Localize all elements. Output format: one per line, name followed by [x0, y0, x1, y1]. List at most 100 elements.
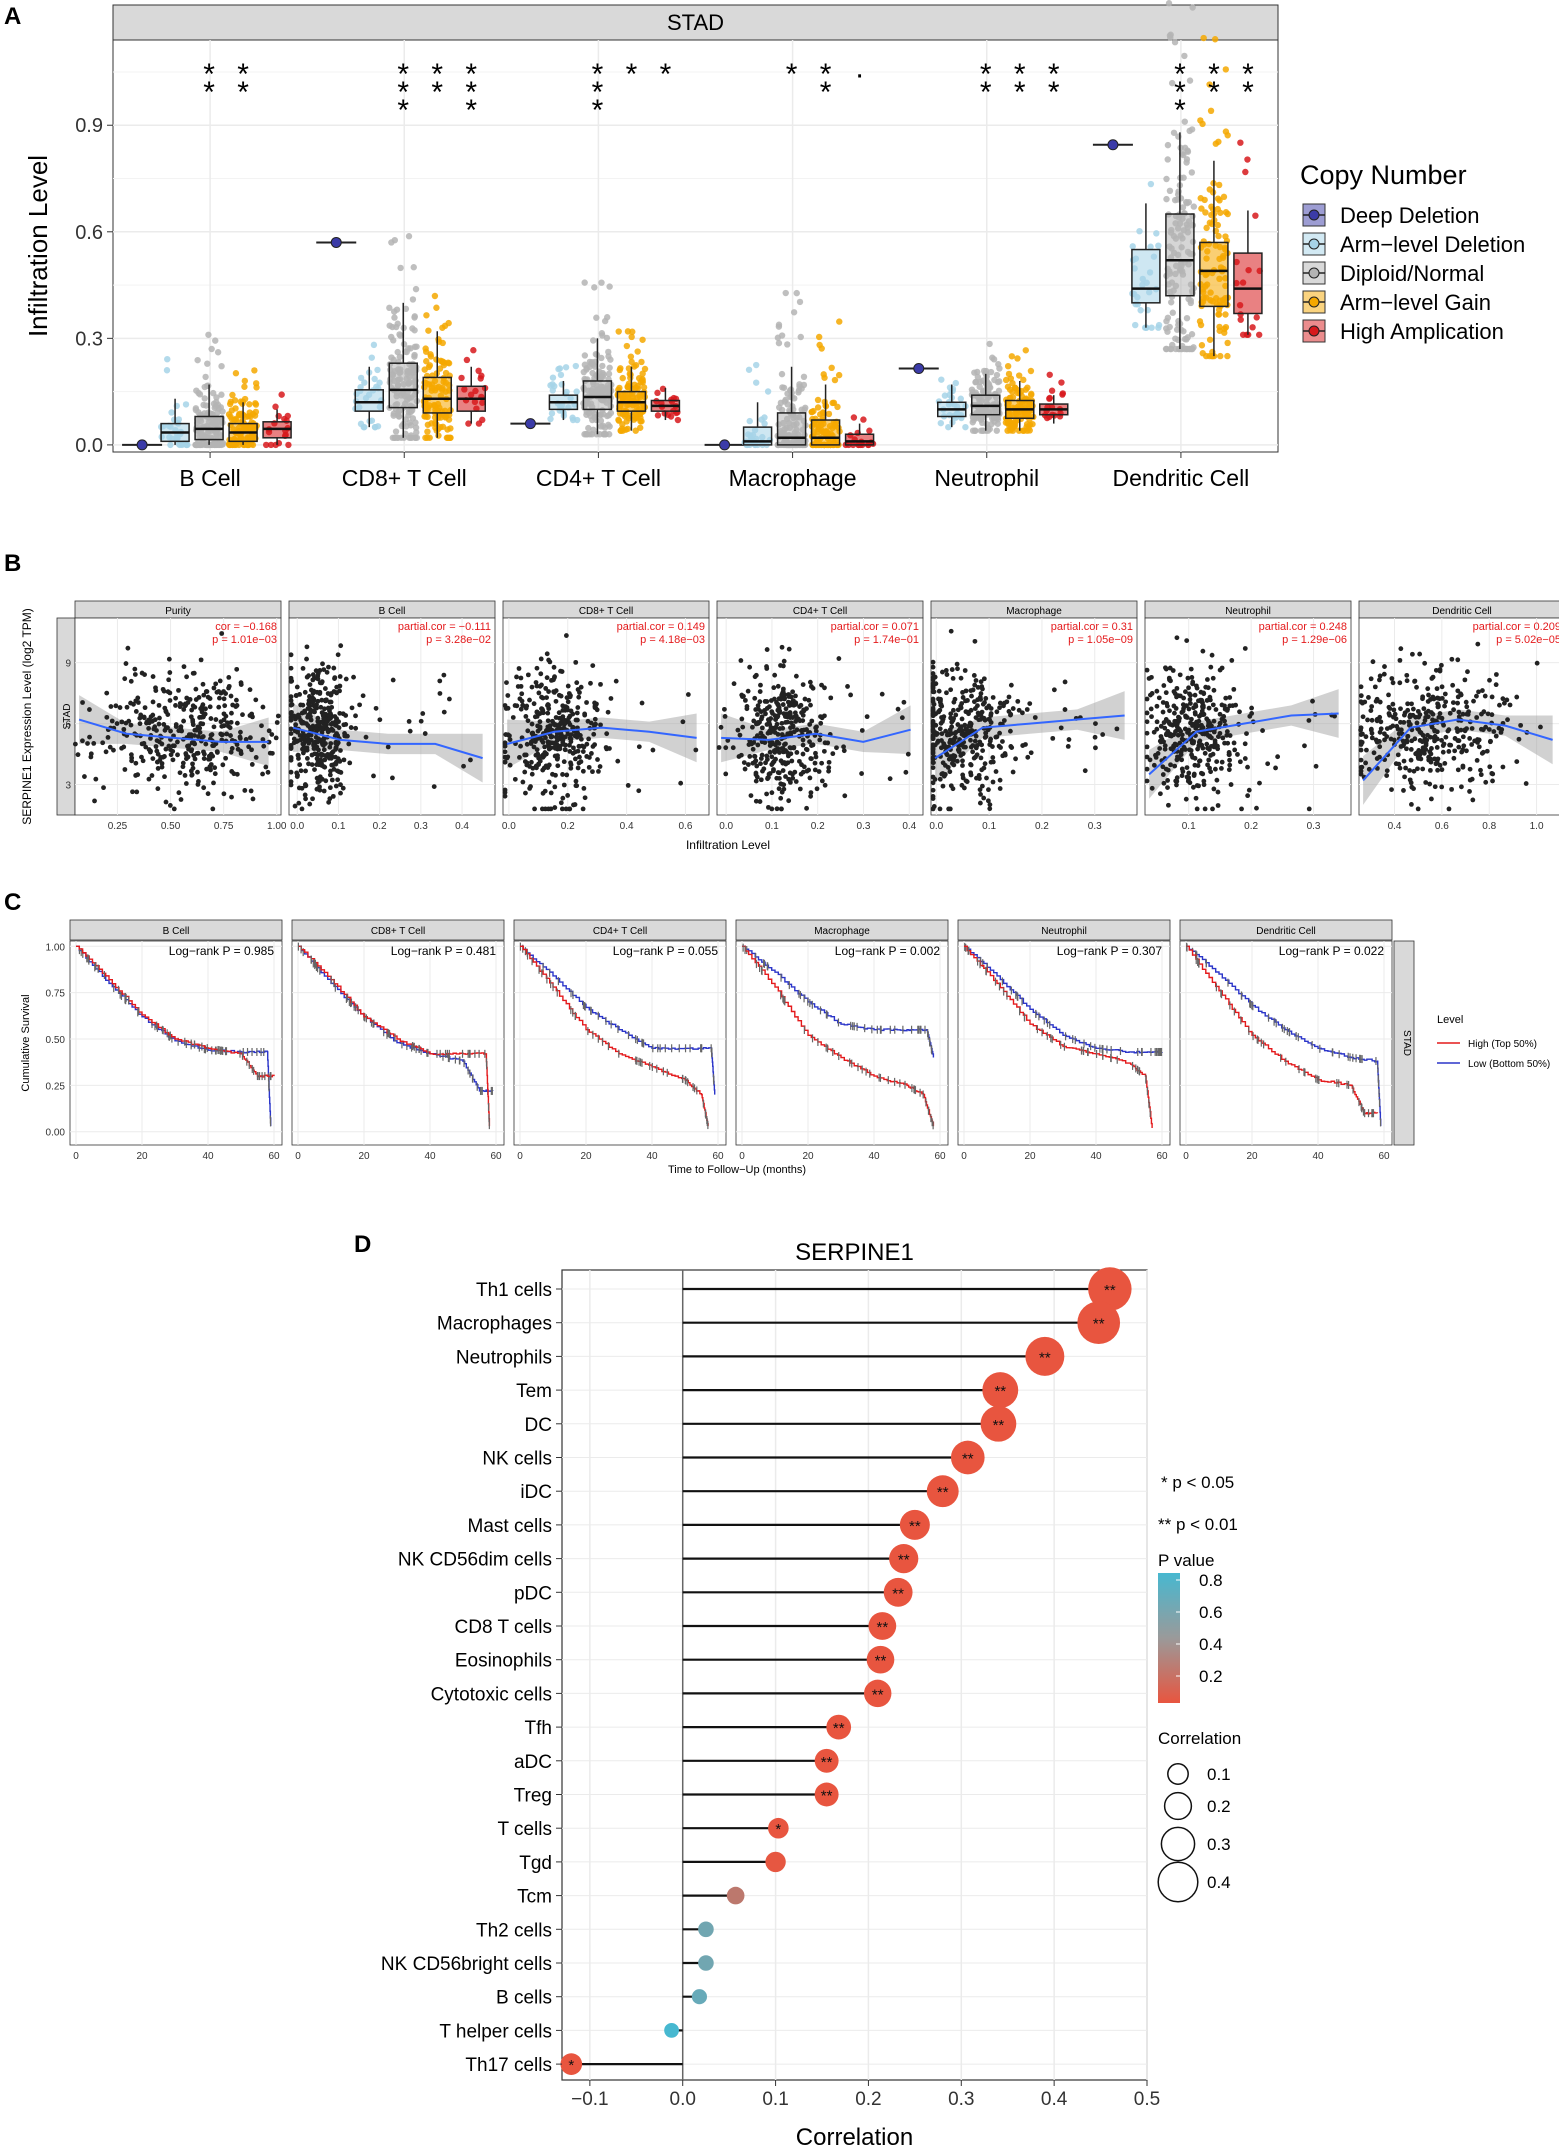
jitter-point — [986, 340, 993, 348]
data-point — [577, 733, 583, 738]
jitter-point — [432, 420, 440, 428]
data-point — [581, 785, 587, 791]
data-point — [133, 709, 139, 714]
data-point — [551, 664, 557, 670]
box — [582, 380, 613, 411]
legend-label: Deep Deletion — [1340, 203, 1479, 228]
data-point — [128, 678, 134, 684]
data-point — [951, 707, 956, 713]
jitter-point — [424, 421, 432, 428]
data-point — [146, 747, 152, 752]
jitter-point — [581, 352, 589, 359]
data-point — [1157, 791, 1163, 797]
data-point — [315, 715, 321, 721]
data-point — [972, 682, 978, 688]
data-point — [1144, 730, 1150, 736]
data-point — [781, 658, 787, 664]
data-point — [978, 755, 984, 761]
data-point — [594, 701, 599, 707]
data-point — [1388, 736, 1394, 742]
data-point — [332, 676, 337, 681]
data-point — [757, 689, 763, 694]
jitter-point — [624, 383, 631, 390]
data-point — [1412, 736, 1418, 742]
jitter-point — [1237, 316, 1244, 323]
data-point — [949, 667, 955, 672]
data-point — [221, 696, 227, 702]
significance-mark: * — [465, 58, 477, 91]
data-point — [967, 720, 973, 726]
data-point — [371, 773, 376, 779]
jitter-point — [209, 389, 217, 397]
data-point — [772, 672, 778, 678]
data-point — [288, 702, 294, 708]
x-tick-label: 0.0 — [502, 821, 516, 832]
jitter-point — [784, 401, 791, 408]
data-point — [742, 766, 748, 772]
data-point — [930, 806, 936, 812]
significance-mark: * — [1048, 58, 1060, 91]
data-point — [522, 769, 528, 775]
data-point — [80, 700, 85, 705]
data-point — [111, 747, 116, 753]
data-point — [758, 777, 764, 783]
legend-key-point — [1308, 325, 1320, 337]
data-point — [895, 706, 901, 712]
data-point — [309, 737, 314, 743]
data-point — [822, 740, 828, 746]
data-point — [346, 741, 352, 747]
data-point — [515, 684, 521, 689]
data-point — [1188, 748, 1194, 753]
jitter-point — [572, 362, 580, 370]
jitter-point — [208, 345, 215, 353]
data-point — [312, 703, 317, 709]
data-point — [1489, 771, 1495, 776]
data-point — [1154, 719, 1160, 725]
data-point — [567, 713, 573, 719]
data-point — [769, 790, 775, 796]
data-point — [817, 737, 823, 743]
data-point — [1408, 780, 1414, 786]
data-point — [584, 754, 590, 759]
jitter-point — [606, 283, 613, 290]
jitter-point — [225, 411, 233, 418]
data-point — [764, 647, 770, 652]
data-point — [180, 760, 186, 766]
jitter-point — [593, 431, 600, 438]
data-point — [1196, 743, 1202, 749]
data-point — [139, 754, 144, 760]
jitter-point — [412, 419, 419, 426]
jitter-point — [413, 429, 420, 436]
data-point — [562, 747, 568, 752]
data-point — [298, 737, 304, 743]
data-point — [1222, 740, 1227, 746]
data-point — [92, 798, 97, 804]
data-point — [328, 692, 334, 698]
data-point — [1008, 744, 1014, 749]
data-point — [1360, 714, 1366, 720]
data-point — [328, 721, 334, 727]
data-point — [1192, 692, 1198, 698]
data-point — [1148, 706, 1154, 712]
data-point — [1373, 698, 1379, 704]
y-tick-label: 6 — [65, 720, 71, 731]
data-point — [810, 742, 816, 748]
data-point — [943, 728, 949, 734]
data-point — [326, 799, 332, 805]
box — [810, 419, 841, 446]
data-point — [1467, 766, 1473, 772]
data-point — [1500, 764, 1506, 770]
data-point — [1215, 789, 1221, 795]
x-tick-label: 40 — [424, 1151, 436, 1162]
jitter-point — [555, 365, 562, 373]
data-point — [307, 801, 313, 807]
y-axis-label: Infiltration Level — [23, 155, 53, 337]
jitter-point — [1005, 370, 1013, 378]
data-point — [343, 676, 349, 682]
data-point — [775, 683, 781, 689]
jitter-point — [778, 406, 786, 414]
data-point — [990, 755, 996, 760]
data-point — [1051, 687, 1057, 693]
data-point — [122, 767, 128, 772]
data-point — [338, 770, 344, 775]
